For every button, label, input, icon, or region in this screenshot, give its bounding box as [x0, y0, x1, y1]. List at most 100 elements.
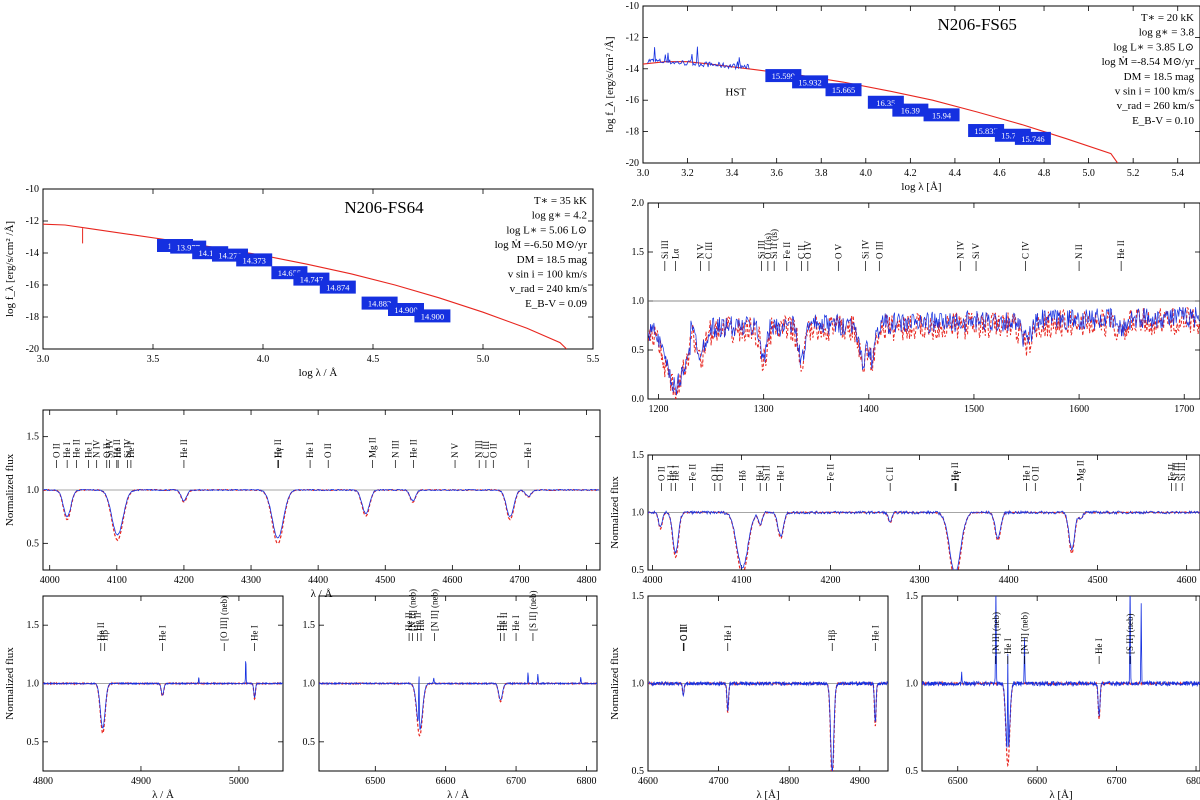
stellar-parameter: DM = 18.5 mag: [517, 254, 588, 266]
y-axis-label: log f_λ [erg/s/cm² /Å]: [604, 36, 616, 132]
x-tick-label: 4700: [709, 776, 729, 787]
panel-hb65: 4600 4700 4800 4900 0.5 1.0 1.5 λ [Å] Normalized…: [609, 591, 889, 800]
star-name: N206-FS64: [344, 198, 424, 217]
line-id-label: Fe II: [826, 464, 836, 481]
model-sed-line: [43, 223, 567, 349]
y-tick-label: -20: [626, 158, 639, 169]
stellar-parameter: E_B-V = 0.09: [525, 298, 587, 310]
line-id-label: Si III: [757, 240, 767, 259]
stellar-parameter: v_rad = 240 km/s: [510, 283, 587, 295]
line-id-label: N V: [450, 442, 460, 458]
x-tick-label: 4300: [241, 575, 261, 586]
line-id-label: [N II] (neb): [408, 589, 418, 631]
x-tick-label: 4.0: [257, 354, 270, 365]
line-id-label: Hγ: [274, 448, 284, 458]
line-id-label: He I: [755, 465, 765, 481]
line-id-label: He I: [666, 465, 676, 481]
x-tick-label: 4900: [850, 776, 870, 787]
photometry-value: 15.837: [974, 126, 997, 136]
y-tick-label: 1.0: [906, 679, 919, 690]
x-tick-label: 3.8: [815, 168, 828, 179]
line-id-label: He I: [84, 442, 94, 458]
line-id-label: N III: [390, 440, 400, 458]
photometry-value: 15.746: [1021, 134, 1044, 144]
x-tick-label: 6500: [365, 776, 385, 787]
photometry-value: 14.373: [243, 255, 266, 265]
line-id-label: N IV: [92, 439, 102, 458]
line-id-label: Si III: [1177, 462, 1187, 481]
photometry-value: 15.599: [772, 71, 795, 81]
x-tick-label: 4600: [442, 575, 462, 586]
line-id-label: He I: [671, 465, 681, 481]
plot-frame: [642, 5, 1200, 164]
y-tick-label: 1.5: [303, 620, 316, 631]
photometry-value: 14.874: [326, 283, 350, 293]
y-tick-label: -10: [626, 1, 639, 12]
y-tick-label: -10: [26, 184, 39, 195]
line-id-label: He II: [179, 439, 189, 458]
stellar-parameter: E_B-V = 0.10: [1132, 115, 1194, 127]
line-id-label: He II: [72, 439, 82, 458]
model-spectrum: [922, 680, 1200, 768]
y-tick-label: -20: [26, 344, 39, 355]
x-tick-label: 5.2: [1127, 168, 1140, 179]
line-id-label: Si II: [761, 465, 771, 481]
x-axis-label: λ / Å: [447, 789, 469, 800]
x-tick-label: 4900: [131, 776, 151, 787]
x-axis-label: λ [Å]: [756, 789, 779, 800]
y-tick-label: 1.5: [906, 591, 919, 602]
model-spectrum: [648, 307, 1200, 399]
model-spectrum: [648, 511, 1200, 570]
y-tick-label: 1.5: [632, 591, 645, 602]
y-tick-label: 0.5: [27, 538, 40, 549]
x-tick-label: 3.5: [147, 354, 160, 365]
x-tick-label: 1600: [1069, 404, 1089, 415]
line-id-label: [N II] (neb): [429, 589, 439, 631]
y-axis-label: Normalized flux: [4, 647, 16, 720]
x-tick-label: 4800: [779, 776, 799, 787]
photometry-box: [1014, 131, 1051, 145]
photometry-value: 13.977: [177, 243, 200, 253]
x-tick-label: 4200: [821, 575, 841, 586]
line-id-label: C III: [704, 242, 714, 259]
observed-spectrum: [319, 672, 597, 730]
y-axis-label: Normalized flux: [609, 476, 621, 549]
panel-sed65: 3.0 3.2 3.4 3.6 3.8 4.0 4.2 4.4 4.6 4.8 5.0 5.2 5.4 -…: [604, 1, 1200, 193]
line-id-label: He I: [870, 625, 880, 641]
line-id-label: O I (is): [763, 233, 773, 259]
x-tick-label: 3.4: [726, 168, 739, 179]
y-tick-label: 0.5: [632, 345, 645, 356]
y-tick-label: -12: [626, 32, 639, 43]
line-id-label: He I: [723, 625, 733, 641]
y-tick-label: 0.5: [906, 766, 919, 777]
x-tick-label: 4.5: [367, 354, 380, 365]
line-id-label: He I: [523, 442, 533, 458]
x-tick-label: 3.6: [770, 168, 783, 179]
line-id-label: Si II (is): [769, 229, 779, 259]
line-id-label: He I: [250, 625, 260, 641]
x-tick-label: 5.0: [1082, 168, 1095, 179]
observed-spectrum: [922, 596, 1200, 748]
line-id-label: [O III] (neb): [219, 596, 229, 641]
y-tick-label: 1.0: [27, 485, 40, 496]
x-tick-label: 4000: [40, 575, 60, 586]
star-name: N206-FS65: [938, 15, 1017, 34]
line-id-label: Mg II: [1076, 460, 1086, 481]
stellar-parameter: v sin i = 100 km/s: [1115, 86, 1194, 98]
line-id-label: He I: [1003, 638, 1013, 654]
observed-spectrum: [648, 307, 1200, 395]
photometry-box: [319, 280, 356, 294]
line-id-label: Si IV: [123, 438, 133, 458]
line-id-label: Hδ: [737, 470, 747, 481]
x-tick-label: 3.2: [681, 168, 694, 179]
line-id-label: O II: [679, 626, 689, 641]
line-id-label: [N II] (neb): [1019, 612, 1029, 654]
x-tick-label: 1400: [859, 404, 879, 415]
x-tick-label: 3.0: [37, 354, 50, 365]
photometry-value: 15.745: [1001, 131, 1024, 141]
x-tick-label: 4500: [375, 575, 395, 586]
model-spectrum: [319, 681, 597, 737]
line-id-label: C III: [678, 624, 688, 641]
observed-spectrum: [648, 509, 1200, 570]
x-tick-label: 4.8: [1038, 168, 1051, 179]
